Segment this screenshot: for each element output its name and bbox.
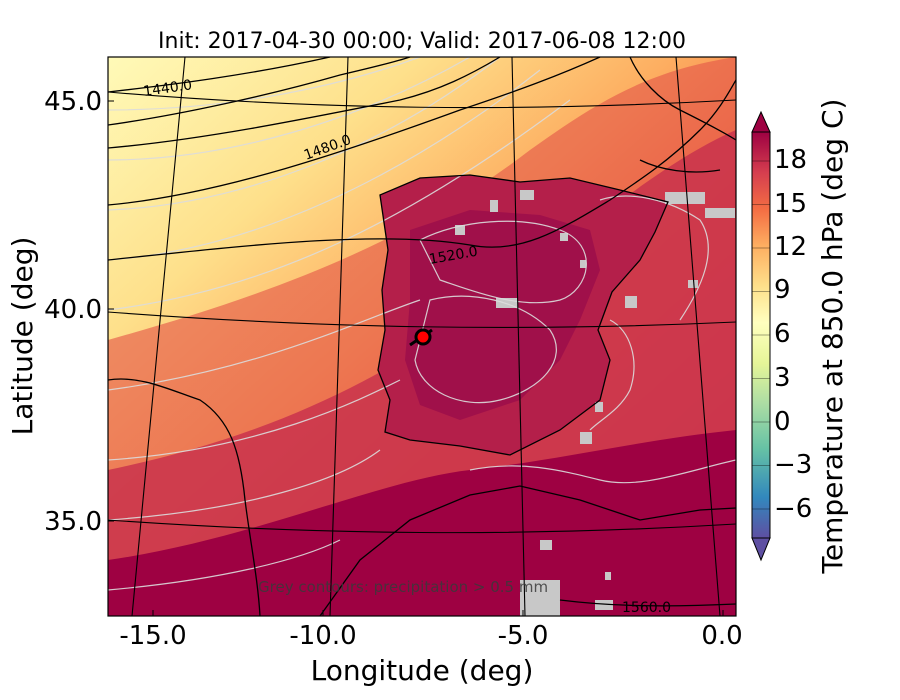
y-tick-label: 45.0: [44, 87, 102, 117]
y-tick-label: 35.0: [44, 507, 102, 537]
location-marker: [409, 328, 433, 347]
precipitation-areas: [455, 190, 735, 616]
colorbar-tick-label: 0: [774, 407, 791, 437]
colorbar-tick-label: 12: [774, 232, 807, 262]
y-axis-label: Latitude (deg): [6, 237, 39, 436]
map-panel: 1440.0 1480.0 1520.0 1560.0 Grey contour…: [108, 57, 736, 616]
colorbar-ticks: [752, 160, 770, 510]
colorbar-tick-label: −3: [774, 450, 812, 480]
temperature-contours: [108, 57, 736, 591]
x-tick-label: -15.0: [119, 621, 186, 651]
axis-tick-marks: [108, 100, 724, 616]
map-title: Init: 2017-04-30 00:00; Valid: 2017-06-0…: [158, 29, 686, 54]
x-axis-label: Longitude (deg): [311, 654, 534, 687]
colorbar-tick-label: 18: [774, 145, 807, 175]
y-tick-label: 40.0: [44, 295, 102, 325]
colorbar: 18 15 12 9 6 3 0 −3 −6 Temperature at 85…: [751, 99, 849, 575]
colorbar-tick-label: 15: [774, 189, 807, 219]
x-tick-label: 0.0: [701, 621, 742, 651]
colorbar-tick-label: 6: [774, 319, 791, 349]
graticule: [108, 57, 736, 616]
colorbar-extend-min: [751, 537, 771, 562]
colorbar-tick-label: 9: [774, 275, 791, 305]
height-contours: [108, 57, 736, 607]
colorbar-tick-label: −6: [774, 494, 812, 524]
precipitation-note: Grey contours: precipitation > 0.5 mm: [258, 578, 548, 596]
colorbar-tick-label: 3: [774, 363, 791, 393]
colorbar-label: Temperature at 850.0 hPa (deg C): [816, 99, 849, 575]
height-contour-label: 1440.0: [142, 77, 193, 100]
x-tick-label: -5.0: [498, 621, 549, 651]
colorbar-extend-max: [751, 110, 771, 133]
x-tick-label: -10.0: [289, 621, 356, 651]
height-contour-label: 1560.0: [622, 600, 671, 616]
map-frame: [107, 56, 737, 617]
north-africa-land: [320, 486, 736, 616]
